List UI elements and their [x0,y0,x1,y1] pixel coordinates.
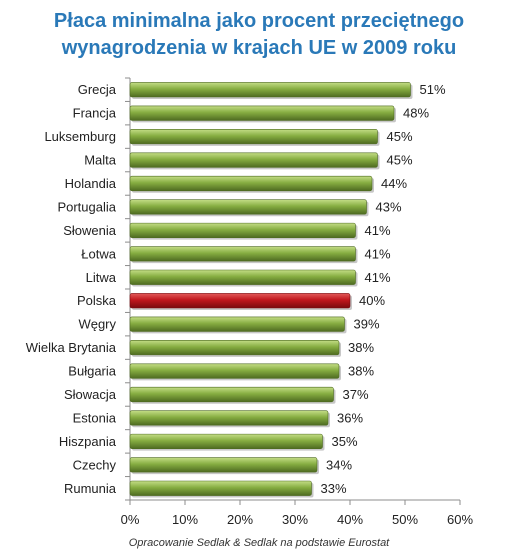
bar [129,410,329,426]
data-label: 37% [343,387,369,402]
x-tick-label: 40% [337,512,363,527]
bar [129,246,356,262]
data-label: 45% [387,153,413,168]
bar [129,129,378,145]
x-tick-label: 60% [447,512,473,527]
bar [129,433,323,449]
data-label: 35% [332,434,358,449]
y-tick-label: Rumunia [64,481,117,496]
chart-title: Płaca minimalna jako procent przeciętneg… [0,8,518,62]
y-tick-label: Litwa [86,270,117,285]
data-label: 33% [321,481,347,496]
bar [129,269,356,285]
x-tick-label: 0% [121,512,140,527]
data-label: 45% [387,129,413,144]
bar-highlight [129,293,351,309]
bar [129,457,318,473]
bar [129,199,367,215]
data-label: 36% [337,410,363,425]
y-tick-label: Estonia [73,410,117,425]
data-label: 38% [348,364,374,379]
y-tick-label: Grecja [78,82,117,97]
y-tick-label: Hiszpania [59,434,117,449]
data-label: 41% [365,246,391,261]
x-tick-label: 30% [282,512,308,527]
data-label: 51% [420,82,446,97]
y-tick-label: Wielka Brytania [26,340,117,355]
y-tick-label: Węgry [78,317,116,332]
x-tick-label: 20% [227,512,253,527]
x-tick-label: 10% [172,512,198,527]
source-note: Opracowanie Sedlak & Sedlak na podstawie… [128,537,390,549]
data-label: 41% [365,223,391,238]
y-tick-label: Holandia [65,176,117,191]
data-label: 48% [403,106,429,121]
bar [129,340,340,356]
y-tick-label: Portugalia [57,199,116,214]
data-label: 38% [348,340,374,355]
y-tick-label: Luksemburg [44,129,116,144]
data-label: 34% [326,457,352,472]
chart-title-line-1: Płaca minimalna jako procent przeciętneg… [53,10,465,32]
bar [129,480,312,496]
bar [129,386,334,403]
bar [129,175,373,192]
data-label: 39% [354,317,380,332]
bar [129,363,340,379]
y-tick-label: Czechy [73,457,117,472]
y-tick-label: Francja [73,106,117,121]
y-tick-label: Malta [84,153,117,168]
bar [129,105,395,121]
bar [129,152,378,168]
y-tick-label: Bułgaria [68,364,116,379]
data-label: 41% [365,270,391,285]
chart-title-line-2: wynagrodzenia w krajach UE w 2009 roku [61,37,457,59]
y-tick-label: Polska [77,293,117,308]
data-label: 43% [376,199,402,214]
bar [129,316,345,332]
data-label: 44% [381,176,407,191]
data-label: 40% [359,293,385,308]
x-tick-label: 50% [392,512,418,527]
bar [129,222,356,238]
bar [129,82,411,98]
y-tick-label: Słowacja [64,387,117,402]
y-tick-label: Łotwa [81,246,116,261]
y-tick-label: Słowenia [63,223,117,238]
